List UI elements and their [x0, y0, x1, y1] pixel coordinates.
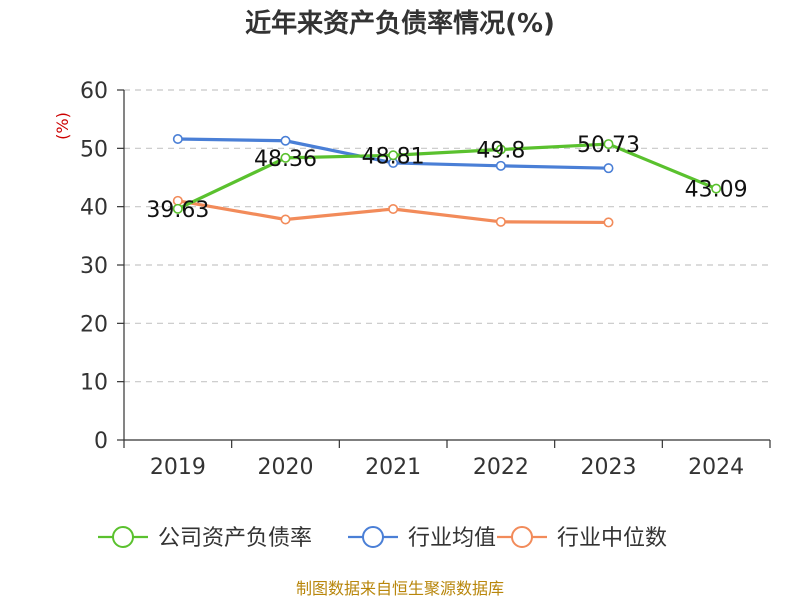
legend: 公司资产负债率 行业均值 行业中位数 [98, 526, 667, 551]
series-layer [172, 134, 722, 228]
x-tick-label: 2019 [150, 455, 206, 480]
data-point [280, 135, 291, 146]
data-label: 50.73 [577, 133, 640, 158]
source-note: 制图数据来自恒生聚源数据库 [296, 579, 504, 598]
data-point [495, 160, 506, 171]
x-tick-label: 2020 [258, 455, 314, 480]
series-2 [172, 134, 614, 174]
data-point [495, 144, 506, 155]
series-1 [172, 139, 722, 214]
data-point [172, 134, 183, 145]
data-point [495, 216, 506, 227]
x-tick-label: 2023 [581, 455, 637, 480]
data-label: 39.63 [146, 198, 209, 223]
series-line [177, 142, 717, 211]
data-point [280, 214, 291, 225]
legend-label: 行业均值 [408, 526, 496, 551]
legend-marker [362, 526, 384, 548]
y-tick-label: 60 [80, 79, 108, 104]
x-tick-label: 2021 [365, 455, 421, 480]
data-point [603, 217, 614, 228]
data-point [388, 204, 399, 215]
data-point [280, 152, 291, 163]
data-point [603, 139, 614, 150]
data-label: 48.81 [362, 144, 425, 169]
y-tick-label: 20 [80, 312, 108, 337]
data-point [388, 150, 399, 161]
legend-label: 公司资产负债率 [158, 526, 312, 551]
legend-item-1: 公司资产负债率 [98, 526, 312, 551]
data-label: 43.09 [685, 178, 748, 203]
data-point [603, 163, 614, 174]
data-label: 48.36 [254, 147, 317, 172]
legend-item-3: 行业中位数 [497, 526, 667, 551]
data-labels: 39.63 48.36 48.81 49.8 50.73 43.09 [146, 133, 747, 223]
series-3 [172, 195, 614, 228]
y-tick-label: 10 [80, 371, 108, 396]
gridlines [124, 89, 770, 383]
legend-item-2: 行业均值 [348, 526, 496, 551]
legend-label: 行业中位数 [557, 526, 667, 551]
legend-marker [511, 526, 533, 548]
y-tick-label: 40 [80, 196, 108, 221]
legend-marker [112, 526, 134, 548]
chart-title: 近年来资产负债率情况(%) [245, 8, 555, 39]
x-tick-label: 2024 [688, 455, 744, 480]
data-label: 49.8 [476, 139, 525, 164]
data-point [711, 183, 722, 194]
y-axis-unit: (%) [53, 112, 72, 140]
y-tick-label: 0 [94, 429, 108, 454]
y-tick-label: 30 [80, 254, 108, 279]
data-point [172, 203, 183, 214]
x-tick-label: 2022 [473, 455, 529, 480]
y-tick-label: 50 [80, 137, 108, 162]
axes: 0 10 20 30 40 50 60 2019 2020 2021 2022 2023 2024 [80, 79, 771, 480]
